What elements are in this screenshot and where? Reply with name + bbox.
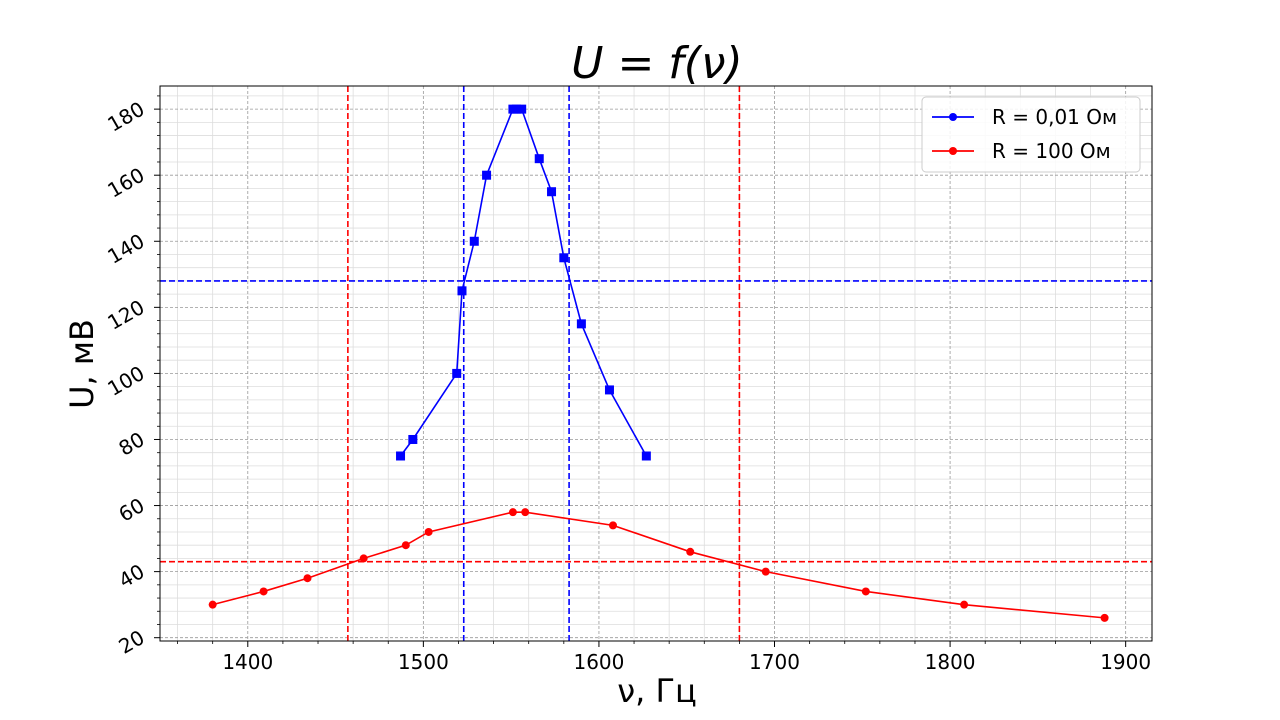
x-tick-label: 1600 bbox=[573, 650, 624, 674]
series-layer bbox=[208, 104, 1109, 622]
data-point bbox=[608, 521, 617, 530]
series-1 bbox=[396, 104, 651, 461]
chart-title: U = f(ν) bbox=[571, 38, 742, 89]
y-tick-label: 140 bbox=[103, 229, 148, 269]
legend: R = 0,01 Ом R = 100 Ом bbox=[921, 96, 1141, 173]
data-point bbox=[861, 587, 870, 596]
y-tick-label: 60 bbox=[114, 493, 148, 527]
y-tick-label: 100 bbox=[103, 361, 148, 401]
y-tick-label: 180 bbox=[103, 97, 148, 137]
data-point bbox=[604, 385, 614, 395]
x-tick-label: 1700 bbox=[749, 650, 800, 674]
data-point bbox=[1100, 613, 1109, 622]
series-2 bbox=[208, 508, 1109, 622]
data-point bbox=[547, 187, 557, 197]
data-point bbox=[469, 236, 479, 246]
data-point bbox=[521, 508, 530, 517]
data-point bbox=[960, 600, 969, 609]
y-axis-ticks: 20 40 60 80 100 120 140 160 180 bbox=[103, 95, 160, 659]
data-point bbox=[534, 154, 544, 164]
x-tick-label: 1500 bbox=[398, 650, 449, 674]
data-point bbox=[686, 547, 695, 556]
reference-lines bbox=[160, 86, 1152, 641]
data-point bbox=[508, 508, 517, 517]
data-point bbox=[408, 434, 418, 444]
data-point bbox=[559, 253, 569, 263]
x-tick-label: 1900 bbox=[1100, 650, 1151, 674]
x-tick-label: 1800 bbox=[925, 650, 976, 674]
data-point bbox=[359, 554, 368, 563]
data-point bbox=[259, 587, 268, 596]
y-tick-label: 80 bbox=[114, 427, 148, 461]
data-point bbox=[576, 319, 586, 329]
data-point bbox=[208, 600, 217, 609]
legend-marker-series-1 bbox=[949, 113, 957, 121]
major-grid bbox=[160, 86, 1152, 641]
data-point bbox=[396, 451, 406, 461]
data-point bbox=[641, 451, 651, 461]
series-line bbox=[399, 108, 648, 457]
y-tick-label: 20 bbox=[114, 625, 148, 659]
legend-label-series-1: R = 0,01 Ом bbox=[992, 105, 1117, 129]
data-point bbox=[457, 286, 467, 296]
y-tick-label: 160 bbox=[103, 163, 148, 203]
minor-grid bbox=[160, 86, 1152, 641]
x-axis-label: ν, Гц bbox=[617, 672, 697, 710]
y-tick-label: 40 bbox=[114, 559, 148, 593]
plot-frame bbox=[159, 85, 1153, 642]
y-tick-label: 120 bbox=[103, 295, 148, 335]
data-point bbox=[482, 170, 492, 180]
legend-box bbox=[921, 96, 1141, 173]
data-point bbox=[452, 368, 462, 378]
legend-marker-series-2 bbox=[949, 147, 957, 155]
x-axis-ticks: 1400 1500 1600 1700 1800 1900 bbox=[177, 641, 1151, 674]
y-axis-label: U, мВ bbox=[63, 319, 101, 409]
legend-label-series-2: R = 100 Ом bbox=[992, 139, 1111, 163]
data-point bbox=[761, 567, 770, 576]
series-line bbox=[212, 511, 1105, 619]
data-point bbox=[401, 541, 410, 550]
data-point bbox=[303, 574, 312, 583]
data-point bbox=[424, 527, 433, 536]
data-point bbox=[511, 104, 521, 114]
data-point bbox=[517, 104, 527, 114]
x-tick-label: 1400 bbox=[222, 650, 273, 674]
